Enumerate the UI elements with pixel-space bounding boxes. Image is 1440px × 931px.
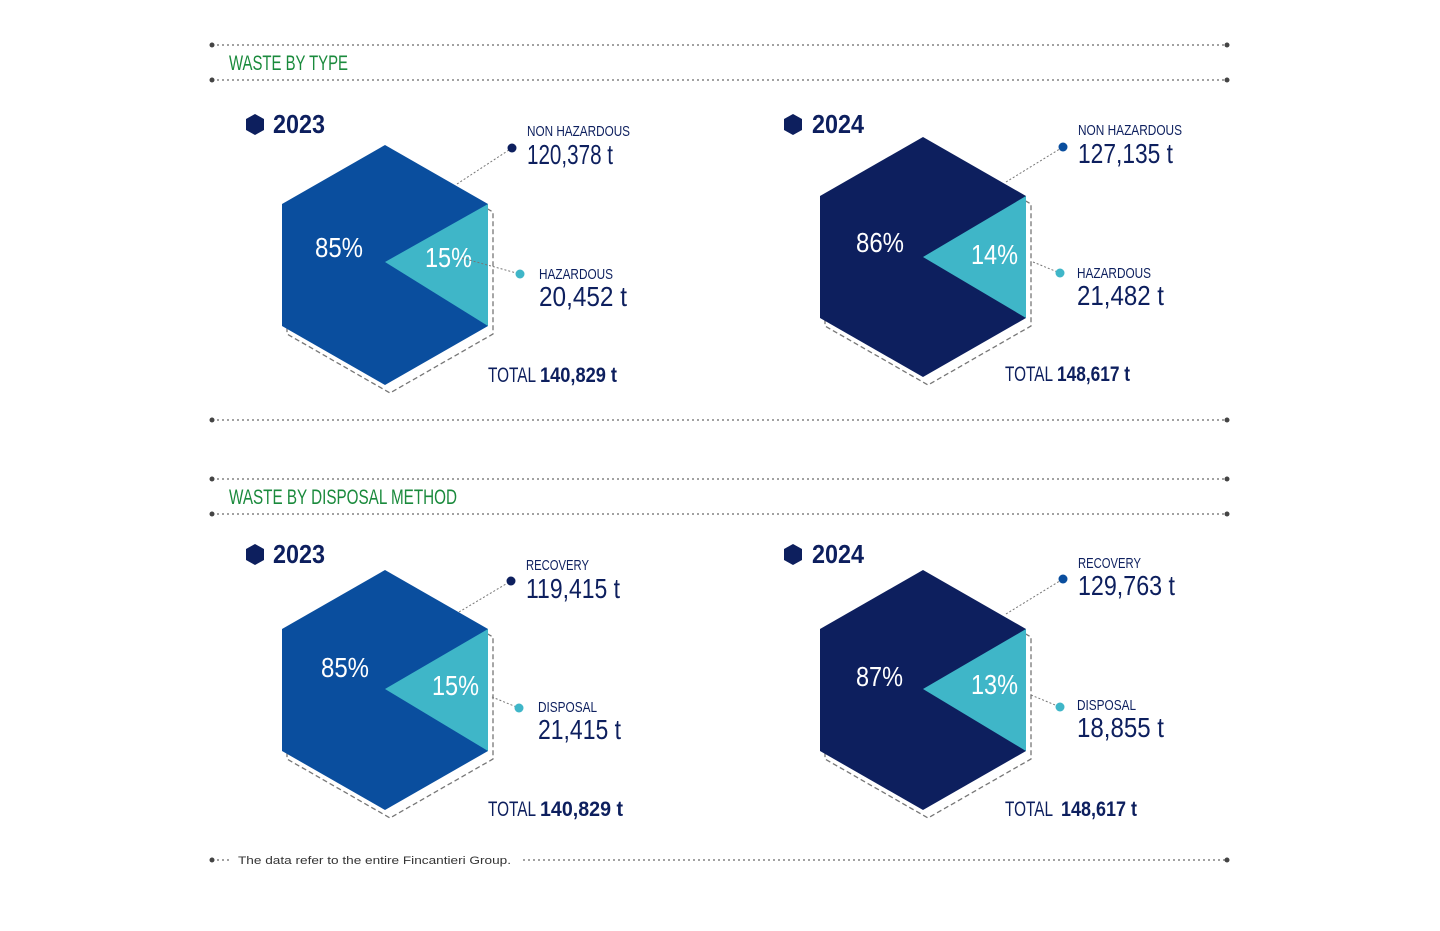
main-marker-dot [1058,142,1068,152]
total-label: TOTAL [1005,798,1053,821]
main-category-label: RECOVERY [526,557,589,574]
panel-2024: 2024 86% 14% NON HAZARDOUS 127,135 t HAZ… [784,109,1182,386]
section-rule-top [209,42,1230,48]
minor-value: 18,855 t [1077,712,1164,743]
footnote-row: The data refer to the entire Fincantieri… [209,855,1230,867]
main-percent-label: 86% [856,227,904,258]
panel-2024: 2024 87% 13% RECOVERY 129,763 t DISPOSAL… [784,539,1175,821]
minor-marker-dot [515,269,525,279]
minor-marker-dot [1055,702,1065,712]
section-waste-by-type: WASTE BY TYPE 2023 85% 15% NON HAZARDOUS… [209,42,1230,423]
minor-category-label: HAZARDOUS [539,266,613,283]
slice-main [282,145,488,385]
panel-year: 2023 [273,109,325,139]
total-label: TOTAL [488,798,536,821]
total-value: 140,829 t [540,364,617,387]
minor-leader-line [1030,694,1061,708]
minor-percent-label: 14% [971,239,1018,270]
panel-2023: 2023 85% 15% NON HAZARDOUS 120,378 t HAZ… [246,109,630,394]
total-label: TOTAL [488,364,536,387]
minor-marker-dot [1055,268,1065,278]
main-leader-line [456,147,513,185]
main-value: 120,378 t [527,139,613,170]
minor-percent-label: 15% [425,242,472,273]
minor-category-label: DISPOSAL [538,699,597,716]
minor-category-label: HAZARDOUS [1077,265,1151,282]
main-category-label: RECOVERY [1078,555,1141,572]
main-leader-line [1005,578,1064,615]
main-percent-label: 85% [321,652,369,683]
minor-value: 20,452 t [539,281,627,312]
total-value: 148,617 t [1061,798,1137,821]
slice-main [282,570,488,810]
main-category-label: NON HAZARDOUS [527,123,630,140]
rule-end-dot [1224,857,1230,863]
main-marker-dot [507,143,517,153]
minor-percent-label: 13% [971,669,1018,700]
main-percent-label: 87% [856,661,903,692]
panel-year: 2024 [812,109,864,139]
section-waste-by-disposal-method: WASTE BY DISPOSAL METHOD 2023 85% 15% RE… [209,476,1230,821]
section-rule-top [209,476,1230,482]
section-rule-under-title [209,511,1230,517]
total-value: 148,617 t [1057,363,1130,386]
main-leader-line [1005,146,1064,183]
slice-minor [385,204,488,326]
panel-2023: 2023 85% 15% RECOVERY 119,415 t DISPOSAL… [246,539,623,821]
main-leader-line [458,580,512,613]
section-rule-bottom [209,417,1230,423]
section-title: WASTE BY TYPE [229,52,348,75]
minor-value: 21,482 t [1077,280,1164,311]
total-value: 140,829 t [540,798,623,821]
minor-value: 21,415 t [538,714,621,745]
minor-category-label: DISPOSAL [1077,697,1136,714]
hexagon-bullet-icon [784,114,802,135]
hexagon-bullet-icon [246,114,264,135]
main-marker-dot [1058,574,1068,584]
panel-year: 2023 [273,539,325,569]
minor-leader-line [491,696,520,709]
minor-percent-label: 15% [432,670,479,701]
slice-minor [385,629,488,751]
hexagon-bullet-icon [784,544,802,565]
slice-main [820,570,1026,810]
main-marker-dot [506,576,516,586]
section-title: WASTE BY DISPOSAL METHOD [229,486,457,509]
panel-year: 2024 [812,539,864,569]
footnote-text: The data refer to the entire Fincantieri… [238,855,511,867]
slice-minor [923,196,1026,318]
minor-leader-line [1032,261,1061,274]
hexagon-bullet-icon [246,544,264,565]
main-percent-label: 85% [315,232,363,263]
main-category-label: NON HAZARDOUS [1078,122,1182,139]
minor-marker-dot [514,703,524,713]
main-value: 129,763 t [1078,570,1175,601]
main-value: 119,415 t [526,573,620,604]
main-value: 127,135 t [1078,138,1173,169]
slice-minor [923,629,1026,751]
total-label: TOTAL [1005,363,1053,386]
section-rule-under-title [209,77,1230,83]
